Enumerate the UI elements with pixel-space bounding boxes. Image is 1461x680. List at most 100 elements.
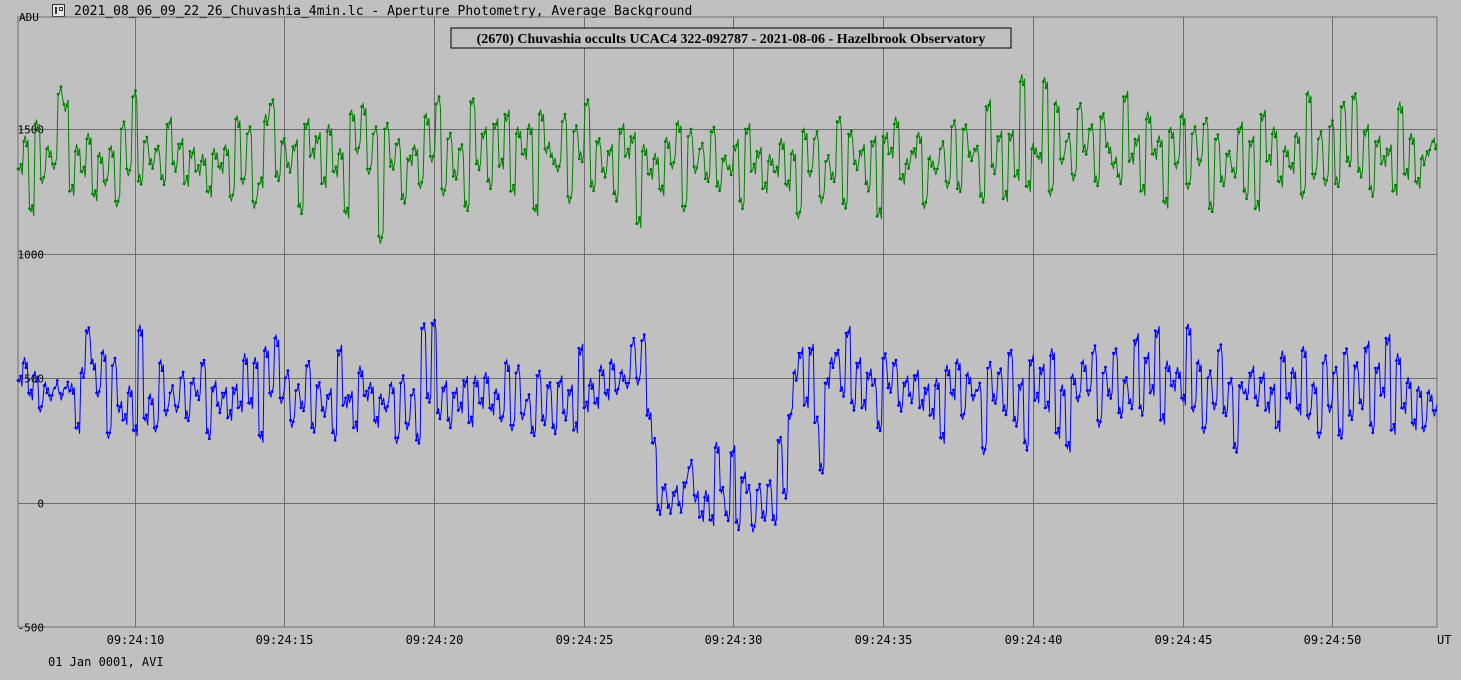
comparison-data-point bbox=[1021, 83, 1025, 87]
x-axis-label: UT bbox=[1437, 633, 1451, 647]
comparison-data-point bbox=[812, 137, 816, 141]
comparison-data-point bbox=[1316, 137, 1320, 141]
target-data-point bbox=[1392, 422, 1396, 426]
target-data-point bbox=[878, 429, 882, 433]
target-data-point bbox=[1243, 391, 1246, 395]
comparison-data-point bbox=[841, 202, 845, 206]
target-data-point bbox=[1340, 436, 1343, 440]
comparison-data-point bbox=[277, 179, 280, 183]
target-data-point bbox=[632, 336, 636, 340]
comparison-data-point bbox=[1130, 152, 1134, 156]
comparison-data-point bbox=[1024, 184, 1028, 188]
target-data-point bbox=[572, 428, 575, 432]
target-data-point bbox=[1004, 413, 1008, 417]
target-data-point bbox=[318, 381, 321, 384]
target-data-point bbox=[810, 348, 814, 351]
comparison-data-point bbox=[744, 127, 747, 131]
comparison-data-point bbox=[168, 121, 172, 124]
target-data-point bbox=[276, 344, 279, 348]
comparison-data-point bbox=[534, 204, 538, 208]
target-data-point bbox=[394, 436, 397, 440]
x-tick-labels: 09:24:10 09:24:15 09:24:20 09:24:25 09:24:30… bbox=[107, 633, 1362, 647]
chart-title: (2670) Chuvashia occults UCAC4 322-09278… bbox=[477, 32, 986, 47]
target-data-point bbox=[978, 381, 982, 385]
target-data-point bbox=[800, 351, 803, 355]
target-series-line bbox=[17, 320, 1438, 533]
comparison-data-point bbox=[615, 199, 618, 203]
target-data-point bbox=[242, 359, 245, 362]
comparison-data-point bbox=[354, 147, 358, 151]
comparison-data-point bbox=[1399, 110, 1403, 114]
comparison-data-point bbox=[194, 170, 198, 173]
comparison-data-point bbox=[752, 162, 756, 166]
target-data-point bbox=[569, 389, 573, 392]
target-data-point bbox=[1025, 448, 1029, 452]
target-data-point bbox=[433, 318, 437, 322]
comparison-data-point bbox=[62, 102, 66, 106]
comparison-data-point bbox=[145, 135, 149, 139]
comparison-data-point bbox=[1176, 161, 1180, 164]
comparison-data-point bbox=[964, 123, 968, 126]
target-data-point bbox=[166, 409, 169, 412]
target-data-point bbox=[1054, 431, 1058, 435]
comparison-data-point bbox=[1270, 132, 1274, 136]
comparison-data-point bbox=[1210, 210, 1214, 214]
target-data-point bbox=[139, 333, 143, 337]
target-data-point bbox=[868, 373, 872, 376]
target-data-point bbox=[991, 399, 995, 402]
comparison-data-point bbox=[271, 98, 275, 102]
comparison-data-point bbox=[1036, 155, 1039, 158]
x-tick-label: 09:24:45 bbox=[1155, 633, 1213, 647]
target-data-point bbox=[1106, 394, 1110, 397]
comparison-data-point bbox=[1236, 127, 1240, 131]
comparison-data-point bbox=[1205, 116, 1208, 120]
comparison-data-point bbox=[1030, 147, 1034, 151]
comparison-data-point bbox=[185, 174, 189, 178]
target-data-point bbox=[915, 374, 919, 377]
comparison-data-point bbox=[724, 154, 727, 158]
target-data-point bbox=[197, 398, 201, 402]
comparison-data-point bbox=[489, 187, 492, 191]
target-data-point bbox=[344, 396, 347, 400]
target-data-point bbox=[939, 436, 942, 440]
comparison-data-point bbox=[575, 124, 578, 127]
comparison-data-point bbox=[589, 184, 593, 188]
comparison-data-point bbox=[300, 212, 303, 216]
comparison-data-point bbox=[660, 184, 664, 188]
comparison-data-point bbox=[134, 89, 137, 93]
target-data-point bbox=[593, 401, 596, 405]
target-data-point bbox=[1088, 389, 1092, 392]
comparison-data-point bbox=[497, 165, 501, 168]
comparison-data-point bbox=[51, 162, 54, 166]
comparison-data-point bbox=[572, 130, 575, 133]
target-data-point bbox=[1017, 384, 1021, 387]
target-data-point bbox=[265, 355, 269, 358]
comparison-data-point bbox=[1113, 161, 1117, 164]
target-data-point bbox=[983, 447, 987, 451]
target-data-point bbox=[684, 481, 688, 484]
target-data-point bbox=[1219, 343, 1223, 347]
comparison-data-point bbox=[1173, 162, 1177, 166]
series-layer bbox=[16, 74, 1438, 533]
comparison-data-point bbox=[182, 182, 186, 186]
target-data-point bbox=[338, 349, 342, 352]
comparison-data-point bbox=[154, 147, 157, 151]
target-data-point bbox=[1282, 359, 1286, 363]
target-data-point bbox=[834, 351, 837, 355]
target-data-point bbox=[210, 386, 214, 390]
comparison-data-point bbox=[1193, 125, 1197, 128]
target-data-point bbox=[1245, 397, 1249, 401]
y-tick-label: 500 bbox=[24, 373, 44, 386]
target-data-point bbox=[234, 388, 237, 391]
target-data-point bbox=[116, 404, 119, 407]
comparison-data-point bbox=[695, 166, 699, 170]
comparison-data-point bbox=[1061, 157, 1065, 161]
comparison-data-point bbox=[136, 179, 140, 183]
target-data-point bbox=[1104, 365, 1107, 369]
recording-date-label: 01 Jan 0001, AVI bbox=[48, 655, 164, 669]
target-data-point bbox=[414, 438, 418, 442]
target-data-point bbox=[1321, 361, 1325, 365]
target-data-point bbox=[855, 361, 858, 365]
target-data-point bbox=[341, 404, 345, 407]
target-data-point bbox=[1353, 364, 1356, 367]
